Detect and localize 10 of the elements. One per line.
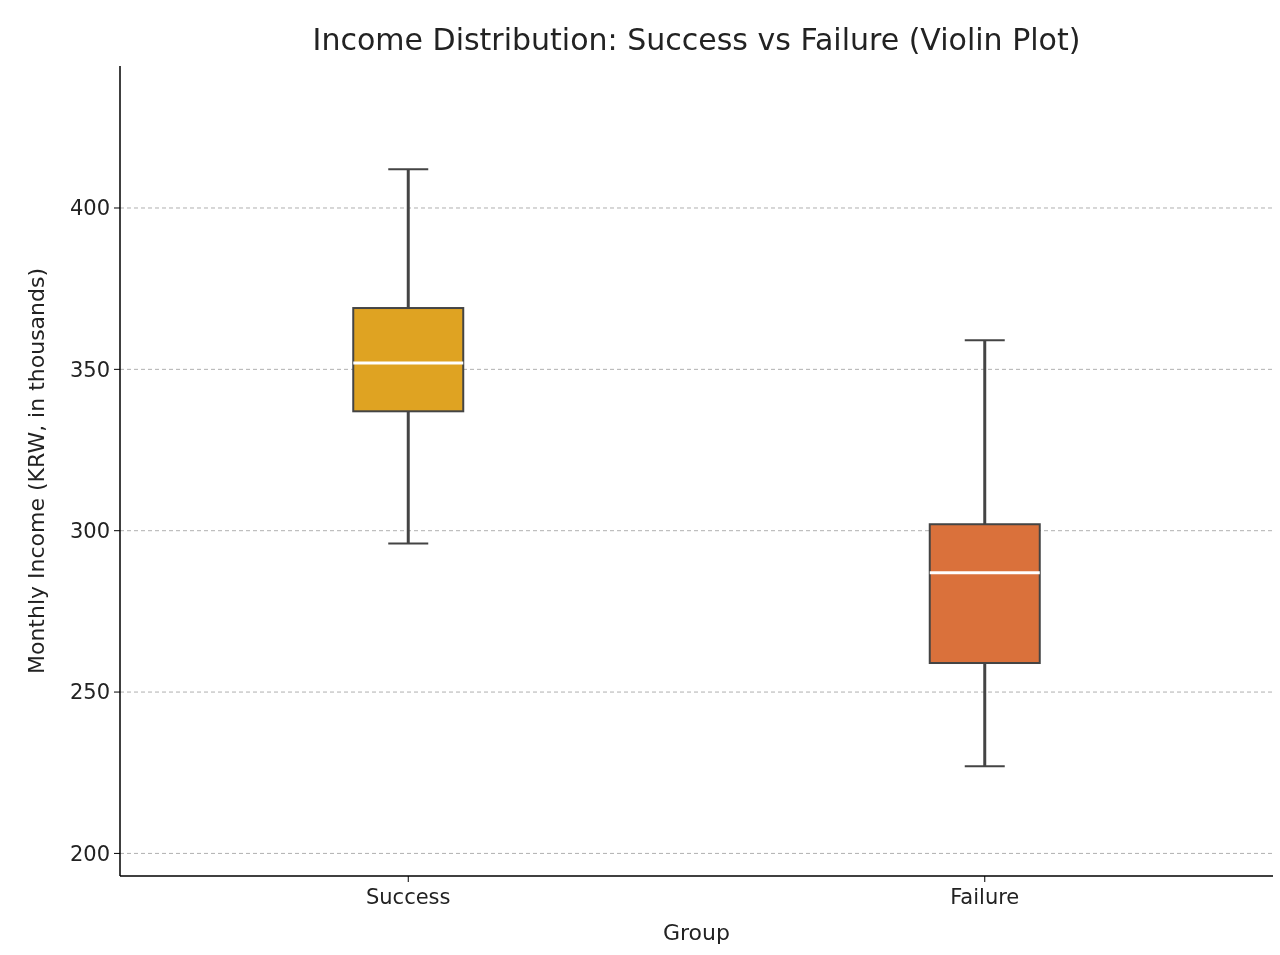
x-tick-label: Failure [950, 885, 1020, 909]
chart-title: Income Distribution: Success vs Failure (Violin Plot) [312, 22, 1081, 57]
x-tick-label: Success [365, 885, 451, 909]
x-axis-title: Group [663, 920, 730, 945]
y-tick-label: 200 [69, 841, 110, 866]
y-axis-title: Monthly Income (KRW, in thousands) [24, 267, 49, 675]
y-tick-label: 350 [69, 357, 110, 382]
y-tick-label: 300 [69, 519, 110, 544]
y-tick-label: 250 [69, 680, 110, 705]
y-tick-label: 400 [69, 196, 110, 221]
